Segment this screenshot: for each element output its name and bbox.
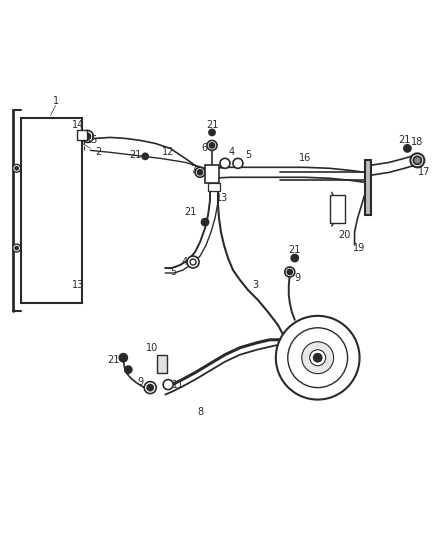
Circle shape: [413, 156, 421, 164]
Circle shape: [163, 379, 173, 390]
Text: 4: 4: [229, 147, 235, 157]
Text: 18: 18: [411, 138, 424, 148]
Text: 12: 12: [162, 147, 174, 157]
Bar: [208, 183, 220, 191]
Circle shape: [144, 382, 156, 393]
Text: 19: 19: [353, 243, 366, 253]
Text: 21: 21: [398, 135, 410, 146]
Text: 2: 2: [95, 147, 102, 157]
Text: 21: 21: [184, 207, 196, 217]
Circle shape: [410, 154, 424, 167]
Circle shape: [291, 255, 298, 262]
Bar: [364, 160, 371, 215]
Text: 16: 16: [299, 154, 311, 163]
Circle shape: [314, 354, 321, 362]
Circle shape: [404, 145, 411, 152]
Circle shape: [13, 244, 21, 252]
Circle shape: [190, 259, 196, 265]
Circle shape: [310, 350, 326, 366]
Circle shape: [119, 354, 127, 362]
Text: 21: 21: [289, 245, 301, 255]
Circle shape: [14, 166, 19, 171]
Text: 14: 14: [72, 120, 85, 131]
Circle shape: [147, 385, 153, 391]
Circle shape: [125, 366, 132, 373]
Circle shape: [201, 219, 208, 225]
Text: 8: 8: [197, 407, 203, 416]
Text: 20: 20: [339, 230, 351, 240]
Text: 21: 21: [107, 354, 120, 365]
Text: 13: 13: [72, 280, 85, 290]
Text: 5: 5: [170, 267, 176, 277]
Circle shape: [209, 130, 215, 135]
Text: 13: 13: [216, 193, 228, 203]
Circle shape: [195, 167, 205, 177]
Circle shape: [209, 143, 215, 148]
Text: 21: 21: [129, 150, 141, 160]
Circle shape: [287, 270, 292, 274]
Circle shape: [288, 328, 348, 387]
Circle shape: [302, 342, 334, 374]
Circle shape: [142, 154, 148, 159]
Text: 5: 5: [245, 150, 251, 160]
Text: 17: 17: [418, 167, 431, 177]
Circle shape: [81, 131, 93, 142]
Circle shape: [187, 256, 199, 268]
Circle shape: [14, 246, 19, 250]
Bar: [205, 165, 219, 183]
Text: 1: 1: [53, 95, 59, 106]
Text: 9: 9: [295, 273, 301, 283]
Text: 11: 11: [172, 379, 184, 390]
Circle shape: [198, 170, 202, 175]
Text: 3: 3: [252, 280, 258, 290]
Circle shape: [285, 267, 295, 277]
Bar: [330, 195, 345, 223]
Bar: [157, 355, 167, 373]
Circle shape: [13, 164, 21, 172]
Text: 4: 4: [182, 257, 188, 267]
Text: 21: 21: [206, 120, 218, 131]
Bar: [78, 131, 88, 140]
Text: 7: 7: [190, 165, 196, 175]
Circle shape: [233, 158, 243, 168]
Text: 9: 9: [137, 377, 143, 386]
Circle shape: [85, 133, 90, 140]
Text: 15: 15: [86, 135, 99, 146]
Bar: [21, 118, 82, 303]
Circle shape: [207, 140, 217, 150]
Text: 10: 10: [146, 343, 159, 353]
Text: 6: 6: [201, 143, 207, 154]
Circle shape: [220, 158, 230, 168]
Circle shape: [276, 316, 360, 400]
